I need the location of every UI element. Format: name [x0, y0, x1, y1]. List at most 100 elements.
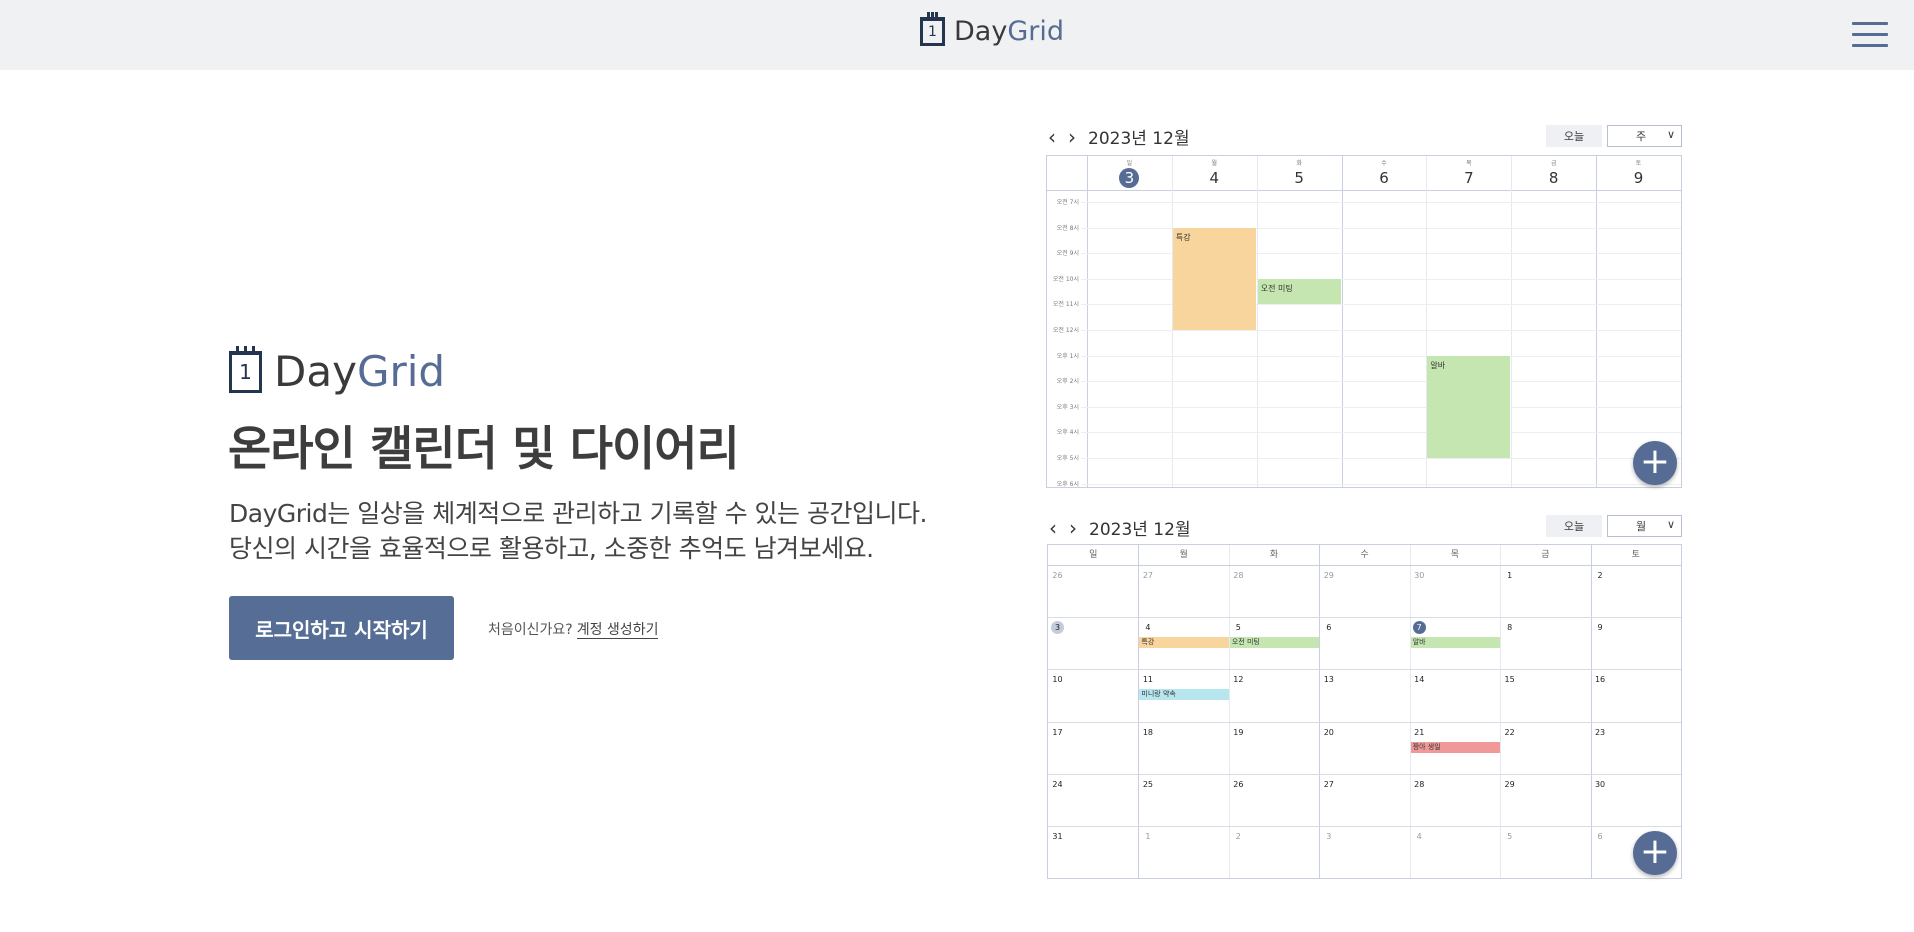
- week-event[interactable]: 알바: [1427, 355, 1511, 458]
- day-cell[interactable]: 16: [1591, 669, 1681, 721]
- day-cell[interactable]: 5: [1229, 617, 1319, 669]
- day-cell[interactable]: 6: [1319, 617, 1409, 669]
- day-cell[interactable]: 4: [1138, 617, 1228, 669]
- week-today-button[interactable]: 오늘: [1546, 125, 1602, 147]
- day-cell[interactable]: 10: [1048, 669, 1138, 721]
- day-cell[interactable]: 31: [1048, 826, 1138, 878]
- hour-label: 오후 2시: [1056, 378, 1079, 386]
- day-number: 9: [1597, 623, 1603, 633]
- day-cell[interactable]: 8: [1500, 617, 1590, 669]
- day-cell[interactable]: 20: [1319, 722, 1409, 774]
- day-cell[interactable]: 13: [1319, 669, 1409, 721]
- day-number: 11: [1142, 675, 1154, 685]
- prev-month-chevron-icon[interactable]: ‹: [1049, 515, 1057, 540]
- day-cell[interactable]: 30: [1591, 774, 1681, 826]
- day-number: 31: [1052, 831, 1063, 841]
- month-event[interactable]: 특강: [1139, 637, 1229, 649]
- hour-line: [1081, 483, 1681, 485]
- view-value: 월: [1636, 520, 1647, 533]
- day-number: 13: [1323, 675, 1334, 685]
- prev-week-chevron-icon[interactable]: ‹: [1048, 124, 1056, 149]
- week-view-select[interactable]: 주 ∨: [1607, 125, 1682, 147]
- hour-line: [1081, 227, 1681, 229]
- weekday-header: 목: [1450, 550, 1460, 560]
- month-event[interactable]: 짱아 생일: [1410, 741, 1501, 753]
- header-logo[interactable]: 1 DayGrid: [920, 12, 1064, 47]
- top-header: 1 DayGrid: [0, 0, 1914, 70]
- day-cell[interactable]: 24: [1048, 774, 1138, 826]
- day-cell[interactable]: 12: [1229, 669, 1319, 721]
- day-cell[interactable]: 28: [1229, 565, 1319, 617]
- day-cell[interactable]: 27: [1319, 774, 1409, 826]
- login-start-button[interactable]: 로그인하고 시작하기: [229, 596, 454, 660]
- day-cell[interactable]: 29: [1500, 774, 1590, 826]
- week-nav: ‹ › 2023년 12월: [1048, 124, 1190, 150]
- day-cell[interactable]: 27: [1138, 565, 1228, 617]
- day-cell[interactable]: 2: [1591, 565, 1681, 617]
- day-cell[interactable]: 30: [1410, 565, 1500, 617]
- day-cell[interactable]: 23: [1591, 722, 1681, 774]
- next-week-chevron-icon[interactable]: ›: [1068, 124, 1076, 149]
- day-number: 2: [1597, 571, 1603, 580]
- day-cell[interactable]: 22: [1500, 722, 1590, 774]
- month-today-button[interactable]: 오늘: [1546, 515, 1602, 537]
- day-cell[interactable]: 15: [1500, 669, 1590, 721]
- month-view-select[interactable]: 월 ∨: [1607, 515, 1682, 537]
- hour-label: 오후 1시: [1056, 352, 1079, 360]
- day-cell[interactable]: 29: [1319, 565, 1409, 617]
- hamburger-menu-icon[interactable]: [1852, 22, 1888, 48]
- day-number: 19: [1233, 727, 1244, 737]
- day-cell[interactable]: 2: [1229, 826, 1319, 878]
- day-number: 27: [1323, 779, 1334, 789]
- day-number: 4: [1209, 169, 1220, 187]
- day-cell[interactable]: 28: [1410, 774, 1500, 826]
- day-number: 3: [1051, 621, 1064, 635]
- add-event-plus-icon[interactable]: +: [1633, 831, 1677, 875]
- day-cell[interactable]: 5: [1500, 826, 1590, 878]
- day-number: 1: [1507, 571, 1513, 580]
- day-cell[interactable]: 3: [1319, 826, 1409, 878]
- next-month-chevron-icon[interactable]: ›: [1069, 515, 1077, 540]
- page-title: 온라인 캘린더 및 다이어리: [228, 422, 740, 477]
- day-cell[interactable]: 3: [1048, 617, 1138, 669]
- day-cell[interactable]: 19: [1229, 722, 1319, 774]
- column-divider: [1256, 156, 1258, 487]
- day-cell[interactable]: 4: [1410, 826, 1500, 878]
- brand-day: Day: [274, 347, 357, 396]
- day-cell[interactable]: 9: [1591, 617, 1681, 669]
- day-cell[interactable]: 1: [1500, 565, 1590, 617]
- create-account-link[interactable]: 계정 생성하기: [576, 622, 659, 639]
- week-event[interactable]: 특강: [1172, 227, 1256, 330]
- day-cell[interactable]: 26: [1048, 565, 1138, 617]
- signup-question: 처음이신가요?: [488, 622, 573, 638]
- day-cell[interactable]: 17: [1048, 722, 1138, 774]
- day-cell[interactable]: 26: [1229, 774, 1319, 826]
- column-divider: [1596, 156, 1598, 487]
- day-cell[interactable]: 14: [1410, 669, 1500, 721]
- hour-label: 오전 10시: [1052, 275, 1079, 283]
- signup-prompt: 처음이신가요? 계정 생성하기: [488, 619, 659, 639]
- hour-label: 오전 9시: [1056, 250, 1079, 258]
- add-event-plus-icon[interactable]: +: [1633, 441, 1677, 485]
- day-cell[interactable]: 7: [1410, 617, 1500, 669]
- day-number: 16: [1594, 675, 1606, 685]
- month-event[interactable]: 미니랑 약속: [1139, 689, 1229, 701]
- day-cell[interactable]: 11: [1138, 669, 1228, 721]
- hour-line: [1081, 355, 1681, 357]
- month-event[interactable]: 오전 미팅: [1229, 637, 1320, 649]
- day-cell[interactable]: 25: [1138, 774, 1228, 826]
- day-cell[interactable]: 6: [1591, 826, 1681, 878]
- day-cell[interactable]: 1: [1138, 826, 1228, 878]
- day-cell[interactable]: 18: [1138, 722, 1228, 774]
- day-cell[interactable]: 21: [1410, 722, 1500, 774]
- month-event[interactable]: 알바: [1410, 637, 1501, 649]
- week-event[interactable]: 오전 미팅: [1257, 278, 1341, 305]
- column-divider: [1341, 156, 1343, 487]
